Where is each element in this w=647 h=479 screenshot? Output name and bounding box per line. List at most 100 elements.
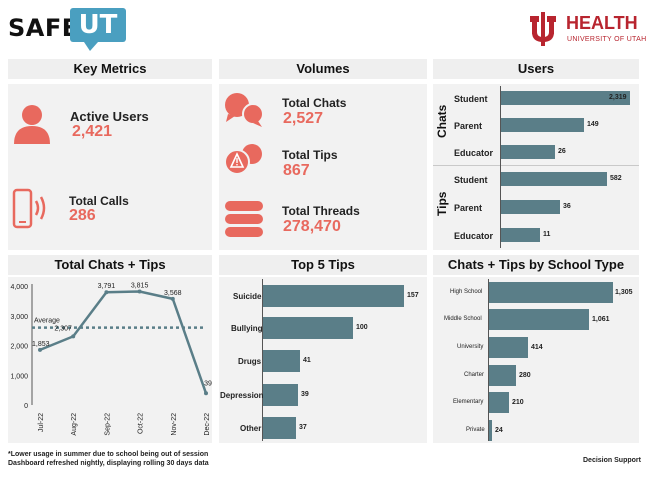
u-health-logo-icon [530, 12, 556, 46]
users-title: Users [433, 59, 639, 79]
school-type-panel [433, 277, 639, 443]
tip-other-bar [263, 417, 296, 439]
tip-suicide-label: Suicide [233, 292, 262, 301]
users-chats-student-label: Student [454, 94, 488, 104]
total-tips-value: 867 [283, 162, 310, 179]
school-middle-label: Middle School [444, 316, 482, 322]
chats-group-label: Chats [435, 104, 449, 138]
users-tips-parent-label: Parent [454, 203, 483, 213]
data-label: 393 [204, 380, 212, 387]
school-charter-label: Charter [464, 372, 485, 378]
top5-axis-line [262, 279, 263, 441]
data-point [71, 334, 76, 339]
users-chats-parent-bar [501, 118, 584, 132]
y-tick-label: 1,000 [10, 373, 28, 380]
x-tick-label: Oct-22 [138, 413, 145, 434]
data-point [137, 289, 142, 294]
tip-drugs-value: 41 [303, 357, 311, 364]
logo-bubble-tail [84, 42, 98, 51]
tip-depression-value: 39 [301, 391, 309, 398]
footnote-refresh: Dashboard refreshed nightly, displaying … [8, 460, 209, 467]
school-middle-bar [489, 309, 589, 330]
chat-bubbles-icon [225, 93, 264, 127]
school-private-value: 24 [495, 427, 503, 434]
y-tick-label: 0 [24, 403, 28, 410]
data-label: 3,791 [98, 283, 116, 290]
users-chats-educator-bar [501, 145, 555, 159]
active-users-value: 2,421 [72, 123, 113, 140]
tip-suicide-value: 157 [407, 292, 419, 299]
x-tick-label: Aug-22 [71, 413, 78, 436]
total-threads-value: 278,470 [283, 218, 341, 235]
tip-depression-bar [263, 384, 298, 406]
total-chats-tips-title: Total Chats + Tips [8, 255, 212, 275]
data-point [170, 296, 175, 301]
decision-support-credit: Decision Support [583, 457, 641, 464]
data-label: 3,568 [164, 290, 182, 297]
total-threads-label: Total Threads [282, 204, 360, 218]
users-tips-educator-bar [501, 228, 540, 242]
x-tick-label: Jul-22 [38, 413, 45, 432]
school-private-label: Private [466, 427, 485, 433]
x-tick-label: Dec-22 [204, 413, 211, 436]
school-university-value: 414 [531, 344, 543, 351]
school-type-title: Chats + Tips by School Type [433, 255, 639, 275]
data-point [204, 391, 208, 396]
tip-other-label: Other [240, 424, 262, 433]
tip-bullying-label: Bullying [231, 324, 263, 333]
school-high-bar [489, 282, 613, 303]
series-line-total [39, 290, 208, 394]
total-calls-label: Total Calls [69, 194, 129, 208]
users-tips-parent-value: 36 [563, 203, 571, 210]
total-chats-value: 2,527 [283, 110, 324, 127]
tip-bullying-value: 100 [356, 324, 368, 331]
tip-depression-label: Depression [220, 391, 264, 400]
school-charter-bar [489, 365, 516, 386]
x-tick-label: Nov-22 [171, 413, 178, 436]
users-tips-student-bar [501, 172, 607, 186]
school-axis-line [488, 279, 489, 441]
y-tick-label: 4,000 [10, 284, 28, 291]
active-users-label: Active Users [70, 109, 149, 124]
users-chats-student-value: 2,319 [609, 94, 627, 101]
x-tick-label: Sep-22 [104, 413, 111, 436]
school-university-label: University [457, 344, 484, 350]
phone-call-icon [12, 188, 46, 229]
data-label: 3,815 [131, 283, 149, 290]
users-divider [433, 165, 639, 166]
school-university-bar [489, 337, 528, 358]
users-tips-student-label: Student [454, 175, 488, 185]
key-metrics-panel [8, 84, 212, 250]
tip-other-value: 37 [299, 424, 307, 431]
users-chats-educator-label: Educator [454, 148, 494, 158]
users-chats-student-bar [501, 91, 630, 105]
data-point [38, 347, 42, 352]
users-axis-line [500, 86, 501, 248]
school-elementary-label: Elementary [453, 399, 484, 405]
safeut-logo-text: SAFE [8, 14, 79, 42]
y-tick-label: 3,000 [10, 314, 28, 321]
y-tick-label: 2,000 [10, 344, 28, 351]
school-private-bar [489, 420, 492, 441]
data-label: 1,853 [32, 341, 50, 348]
threads-stack-icon [225, 201, 263, 237]
tip-drugs-label: Drugs [238, 357, 262, 366]
data-point [104, 290, 109, 295]
tip-suicide-bar [263, 285, 404, 307]
total-chats-tips-panel [8, 277, 212, 443]
data-label: 2,307 [54, 325, 72, 332]
tip-alert-icon [224, 144, 262, 175]
school-charter-value: 280 [519, 372, 531, 379]
total-tips-label: Total Tips [282, 148, 338, 162]
users-chats-parent-label: Parent [454, 121, 483, 131]
user-icon [14, 105, 50, 144]
tip-drugs-bar [263, 350, 300, 372]
tips-group-label: Tips [435, 191, 449, 216]
users-chats-educator-value: 26 [558, 148, 566, 155]
school-elementary-bar [489, 392, 509, 413]
u-health-title: HEALTH [566, 13, 638, 33]
school-middle-value: 1,061 [592, 316, 610, 323]
tip-bullying-bar [263, 317, 353, 339]
school-high-value: 1,305 [615, 289, 633, 296]
users-tips-parent-bar [501, 200, 560, 214]
